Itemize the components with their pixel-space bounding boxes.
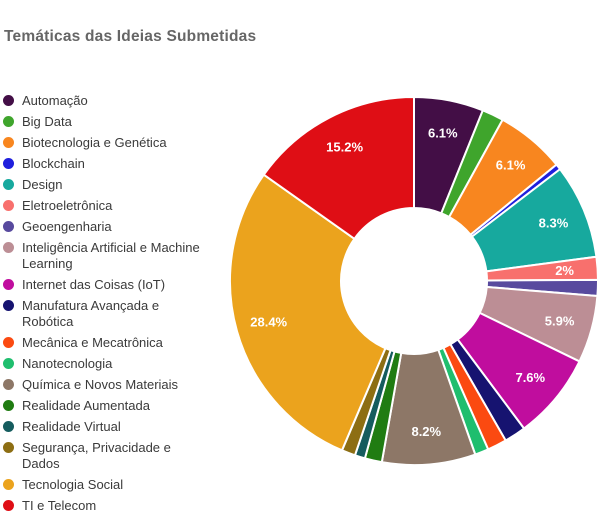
slice-percentage-label: 6.1% [496, 158, 526, 173]
legend-swatch-icon [3, 441, 14, 453]
slice-percentage-label: 7.6% [515, 370, 545, 385]
legend-swatch-icon [3, 136, 14, 148]
legend-item-automacao[interactable]: Automação [3, 90, 209, 111]
legend-item-design[interactable]: Design [3, 174, 209, 195]
legend-swatch-icon [3, 478, 14, 490]
slice-percentage-label: 8.2% [411, 424, 441, 439]
legend-swatch-icon [3, 378, 14, 390]
legend-item-label: Mecânica e Mecatrônica [22, 334, 163, 350]
legend-item-label: Eletroeletrônica [22, 197, 113, 213]
legend-item-geoengenharia[interactable]: Geoengenharia [3, 216, 209, 237]
legend-item-label: Nanotecnologia [22, 355, 113, 371]
legend-item-eletroeletronica[interactable]: Eletroeletrônica [3, 195, 209, 216]
legend-item-label: Química e Novos Materiais [22, 376, 179, 392]
slice-percentage-label: 8.3% [539, 216, 569, 231]
legend-item-label: Inteligência Artificial e Machine Learni… [22, 239, 200, 271]
legend-item-label: Geoengenharia [22, 218, 112, 234]
slice-percentage-label: 5.9% [545, 313, 575, 328]
legend-item-label: Internet das Coisas (IoT) [22, 276, 166, 292]
legend-item-internet-das-coisas-iot[interactable]: Internet das Coisas (IoT) [3, 274, 209, 295]
legend-swatch-icon [3, 115, 14, 127]
legend-swatch-icon [3, 220, 14, 232]
slice-percentage-label: 15.2% [326, 139, 363, 154]
slice-percentage-label: 6.1% [428, 125, 458, 140]
legend-swatch-icon [3, 178, 14, 190]
legend-swatch-icon [3, 94, 14, 106]
legend-swatch-icon [3, 420, 14, 432]
legend-swatch-icon [3, 399, 14, 411]
slice-percentage-label: 28.4% [250, 315, 287, 330]
legend-swatch-icon [3, 157, 14, 169]
legend-swatch-icon [3, 299, 14, 311]
legend-item-inteligencia-artificial-e-machine-learning[interactable]: Inteligência Artificial e Machine Learni… [3, 237, 209, 274]
legend-item-tecnologia-social[interactable]: Tecnologia Social [3, 474, 209, 495]
legend-item-realidade-virtual[interactable]: Realidade Virtual [3, 416, 209, 437]
legend-swatch-icon [3, 336, 14, 348]
legend-item-quimica-e-novos-materiais[interactable]: Química e Novos Materiais [3, 374, 209, 395]
legend-swatch-icon [3, 499, 14, 511]
legend-item-label: Blockchain [22, 155, 85, 171]
legend-item-big-data[interactable]: Big Data [3, 111, 209, 132]
legend-item-label: Big Data [22, 113, 72, 129]
donut-chart: 6.1% 6.1% 8.3% 2% 5.9% 7.6% 8.2% 28.4% 15.2% [229, 96, 600, 466]
pie-slice-tecnologia-social[interactable] [229, 173, 387, 452]
legend-item-realidade-aumentada[interactable]: Realidade Aumentada [3, 395, 209, 416]
legend-item-label: Design [22, 176, 63, 192]
legend-item-label: Manufatura Avançada e Robótica [22, 297, 160, 329]
pie-slice-ti-e-telecom[interactable] [262, 96, 415, 240]
legend-item-blockchain[interactable]: Blockchain [3, 153, 209, 174]
legend-item-label: Segurança, Privacidade e Dados [22, 439, 171, 471]
legend-item-label: Biotecnologia e Genética [22, 134, 167, 150]
legend-item-biotecnologia-e-genetica[interactable]: Biotecnologia e Genética [3, 132, 209, 153]
legend-item-nanotecnologia[interactable]: Nanotecnologia [3, 353, 209, 374]
legend-swatch-icon [3, 241, 14, 253]
legend-item-label: Tecnologia Social [22, 476, 124, 492]
legend-item-mecanica-e-mecatronica[interactable]: Mecânica e Mecatrônica [3, 332, 209, 353]
legend-item-manufatura-avancada-e-robotica[interactable]: Manufatura Avançada e Robótica [3, 295, 209, 332]
legend-item-seguranca-privacidade-e-dados[interactable]: Segurança, Privacidade e Dados [3, 437, 209, 474]
legend-item-label: Realidade Virtual [22, 418, 121, 434]
legend-swatch-icon [3, 199, 14, 211]
legend-swatch-icon [3, 357, 14, 369]
chart-legend: Automação Big Data Biotecnologia e Genétic… [3, 90, 209, 516]
legend-swatch-icon [3, 278, 14, 290]
legend-item-label: Realidade Aumentada [22, 397, 150, 413]
page-title: Temáticas das Ideias Submetidas [4, 28, 257, 45]
slice-percentage-label: 2% [555, 263, 574, 278]
legend-item-label: Automação [22, 92, 88, 108]
